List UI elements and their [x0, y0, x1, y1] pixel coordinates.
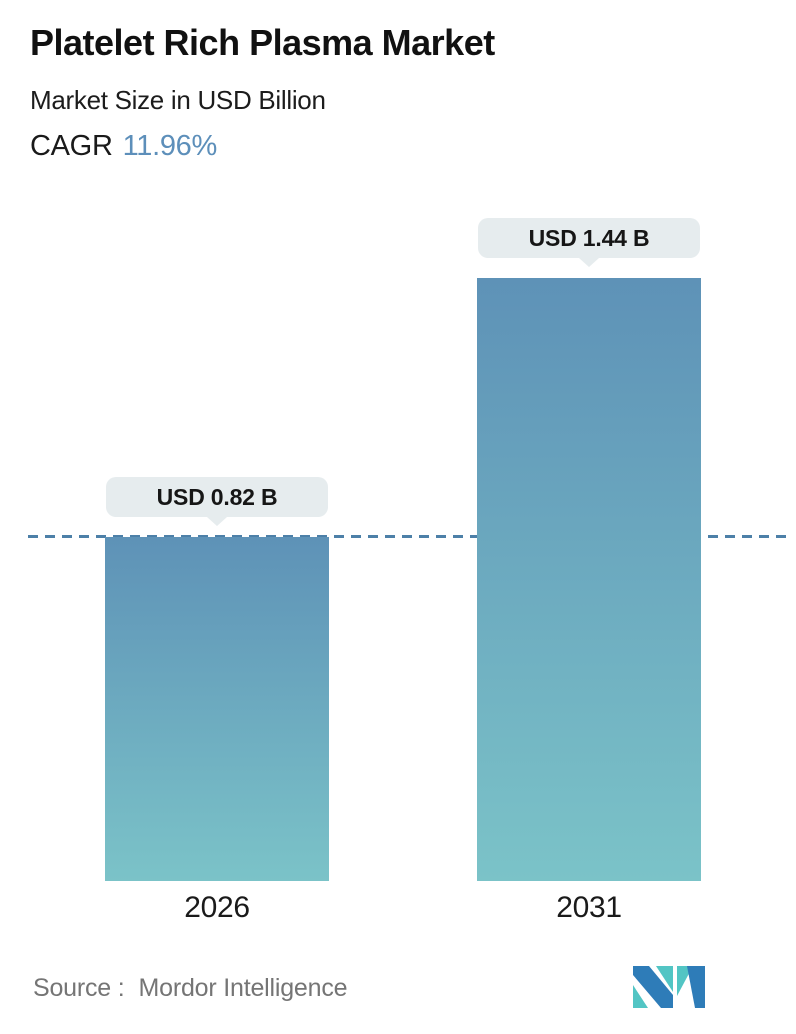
value-label-2031: USD 1.44 B [528, 225, 650, 251]
page-title: Platelet Rich Plasma Market [30, 22, 495, 63]
source-value: Mordor Intelligence [138, 974, 348, 1002]
value-callout-2026: USD 0.82 B [106, 477, 328, 526]
value-label-2026: USD 0.82 B [156, 484, 278, 510]
cagr-label: CAGR [30, 130, 113, 163]
source-line: Source : Mordor Intelligence [33, 974, 348, 1003]
bar-2031 [477, 278, 701, 881]
chart-header: Platelet Rich Plasma Market Market Size … [30, 22, 495, 163]
cagr-line: CAGR 11.96% [30, 130, 495, 163]
mordor-intelligence-logo [633, 966, 705, 1008]
bar-group-2026: USD 0.82 B 2026 [105, 477, 329, 924]
value-callout-2031: USD 1.44 B [478, 218, 700, 267]
reference-dashed-line [28, 535, 786, 538]
source-label: Source : [33, 974, 125, 1002]
axis-label-2031: 2031 [556, 891, 622, 924]
chart-subtitle: Market Size in USD Billion [30, 85, 326, 116]
bar-group-2031: USD 1.44 B 2031 [477, 218, 701, 924]
bar-2026 [105, 537, 329, 881]
callout-tail-icon [207, 517, 227, 526]
axis-label-2026: 2026 [184, 891, 250, 924]
callout-tail-icon [579, 258, 599, 267]
cagr-value: 11.96% [122, 130, 218, 163]
